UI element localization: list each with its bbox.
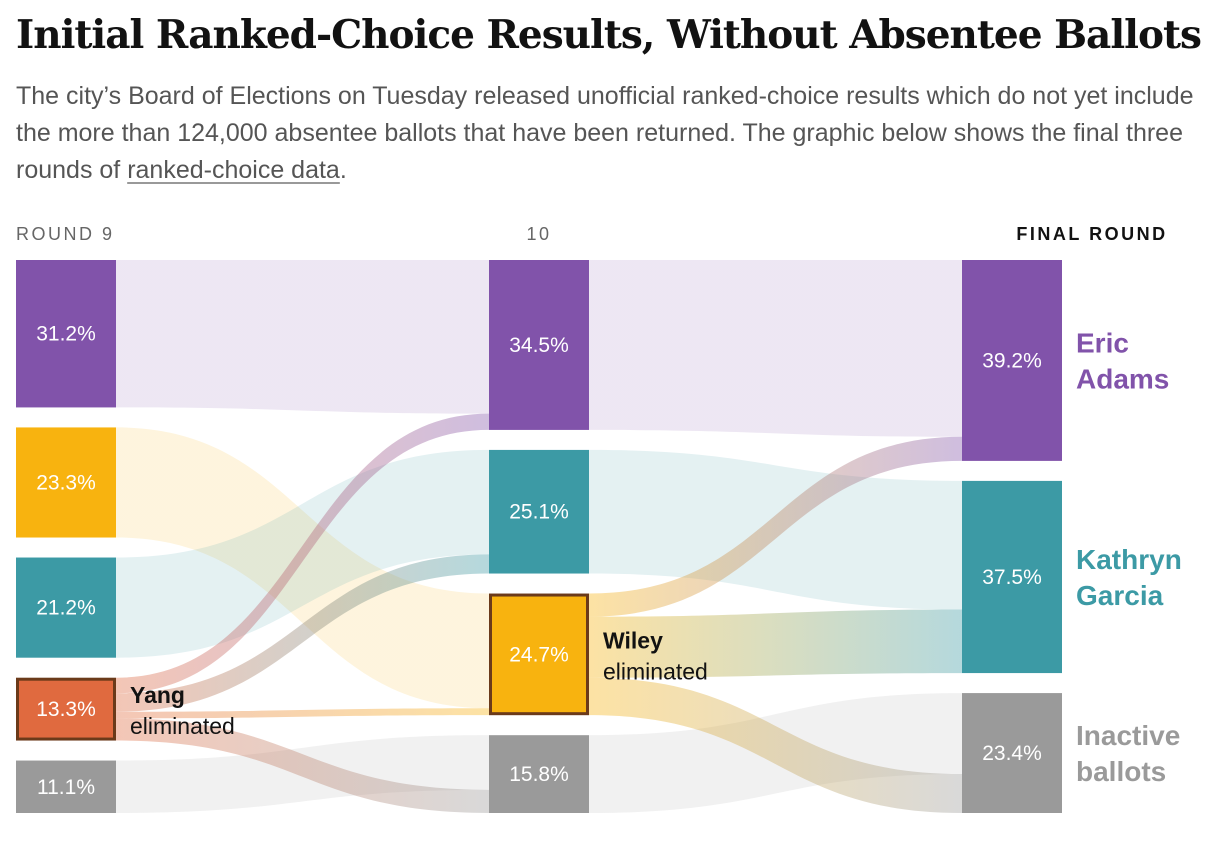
value-label-adams-col-2: 34.5%	[509, 334, 569, 357]
bar-adams-col-2	[489, 260, 589, 430]
round-label-2: 10	[526, 224, 551, 244]
bar-wiley-col-1	[16, 427, 116, 538]
bar-inactive-col-1	[16, 760, 116, 813]
candidate-label-adams: Eric Adams	[1076, 327, 1169, 394]
candidate-label-garcia: Kathryn Garcia	[1076, 544, 1182, 611]
candidate-label-inactive: Inactive ballots	[1076, 720, 1180, 787]
value-label-garcia-col-1: 21.2%	[36, 597, 96, 620]
value-label-inactive-col-3: 23.4%	[982, 742, 1042, 765]
bar-garcia-col-3	[962, 480, 1062, 674]
flow-adams-to-adams-round-1	[116, 260, 489, 414]
value-label-adams-col-3: 39.2%	[982, 349, 1042, 372]
round-label-3: FINAL ROUND	[1016, 224, 1167, 244]
flow-yang-to-inactive-round-1	[116, 718, 489, 813]
flow-wiley-to-inactive-round-2	[589, 677, 962, 813]
value-label-garcia-col-2: 25.1%	[509, 501, 569, 524]
subtitle-text: The city’s Board of Elections on Tuesday…	[16, 82, 1194, 184]
chart-subtitle: The city’s Board of Elections on Tuesday…	[16, 78, 1206, 189]
bar-garcia-col-2	[489, 449, 589, 574]
flow-yang-to-adams-round-1	[116, 413, 489, 694]
flow-layer	[116, 260, 962, 813]
flow-wiley-to-garcia-round-2	[589, 609, 962, 678]
bar-wiley-col-2	[489, 593, 589, 716]
eliminated-note-yang: eliminated	[130, 713, 235, 739]
value-label-inactive-col-2: 15.8%	[509, 763, 569, 786]
eliminated-name-wiley: Wiley	[603, 627, 663, 653]
eliminated-name-yang: Yang	[130, 682, 185, 708]
value-label-yang-col-1: 13.3%	[36, 698, 96, 721]
flow-yang-to-garcia-round-1	[116, 554, 489, 712]
bar-inactive-col-3	[962, 693, 1062, 813]
eliminated-note-wiley: eliminated	[603, 658, 708, 684]
bar-inactive-col-2	[489, 735, 589, 813]
bar-yang-col-1	[16, 677, 116, 741]
bar-garcia-col-1	[16, 557, 116, 658]
round-label-1: ROUND 9	[16, 224, 115, 244]
value-label-wiley-col-2: 24.7%	[509, 643, 569, 666]
label-layer: 31.2% 23.3% 21.2% 13.3% 11.1% ROUND 9 34.5% 25.…	[16, 224, 1182, 799]
subtitle-period: .	[339, 156, 347, 184]
ranked-choice-data-link[interactable]: ranked-choice data	[127, 156, 340, 184]
value-label-adams-col-1: 31.2%	[36, 323, 96, 346]
bar-adams-col-1	[16, 260, 116, 408]
bar-adams-col-3	[962, 260, 1062, 461]
flow-yang-to-wiley-round-1	[116, 708, 489, 719]
value-label-inactive-col-1: 11.1%	[37, 776, 95, 799]
bar-layer	[16, 260, 1062, 813]
flow-wiley-to-adams-round-2	[589, 436, 962, 617]
value-label-wiley-col-1: 23.3%	[36, 471, 96, 494]
flow-adams-to-adams-round-2	[589, 260, 962, 437]
value-label-garcia-col-3: 37.5%	[982, 566, 1042, 589]
chart-title: Initial Ranked-Choice Results, Without A…	[16, 12, 1202, 58]
